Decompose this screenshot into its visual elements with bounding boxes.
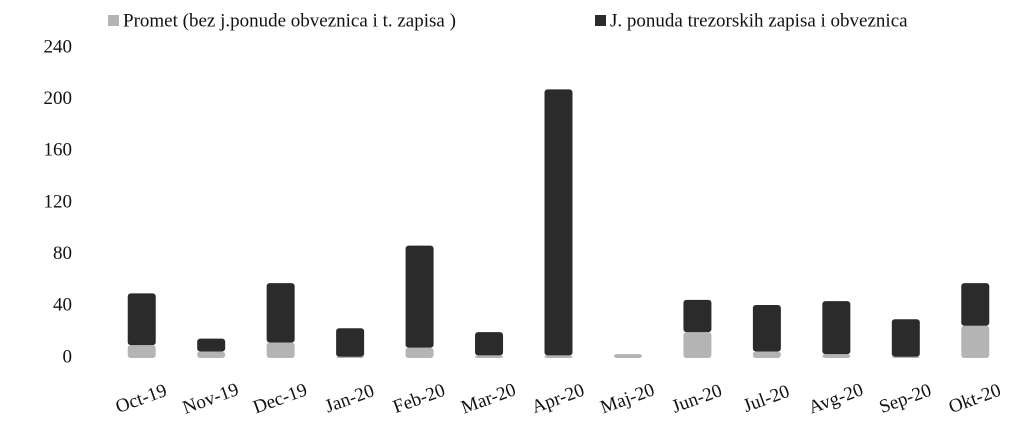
legend-swatch [108, 15, 119, 26]
bar-segment [544, 89, 573, 356]
bar-segment [613, 354, 642, 358]
bar-segment [822, 354, 851, 358]
bar-segment [961, 325, 990, 358]
bar-segment [891, 319, 920, 357]
y-tick-label: 0 [63, 346, 73, 367]
bar-segment [752, 305, 781, 352]
bar-segment [752, 351, 781, 358]
bar-segment [822, 301, 851, 355]
x-tick-label: Nov-19 [180, 379, 242, 419]
x-tick-label: Jun-20 [669, 380, 725, 417]
x-tick-label: Mar-20 [458, 379, 518, 418]
x-tick-label: Sep-20 [877, 380, 935, 418]
bar-segment [683, 299, 712, 333]
bar-segment [197, 338, 226, 352]
x-tick-label: Maj-20 [598, 379, 658, 418]
x-tick-label: Feb-20 [390, 380, 448, 418]
y-tick-label: 120 [44, 191, 73, 212]
bar-segment [475, 355, 504, 358]
bar-segment [336, 356, 365, 358]
bar-segment [197, 351, 226, 358]
bar-segment [891, 356, 920, 358]
bar-segment [475, 332, 504, 356]
x-tick-label: Okt-20 [946, 380, 1004, 418]
bar-segment [544, 355, 573, 358]
bar-segment [405, 347, 434, 358]
x-tick-label: Avg-20 [806, 379, 866, 418]
y-tick-label: 240 [44, 36, 73, 57]
x-tick-label: Jan-20 [322, 380, 377, 417]
bar-segment [127, 345, 156, 358]
y-tick-label: 40 [53, 295, 72, 316]
bar-segment [336, 328, 365, 357]
legend-swatch [595, 15, 606, 26]
y-tick-label: 80 [53, 243, 72, 264]
x-tick-label: Jul-20 [741, 381, 793, 417]
legend-label: Promet (bez j.ponude obveznica i t. zapi… [123, 10, 456, 31]
bar-segment [405, 245, 434, 348]
y-tick-label: 200 [44, 88, 73, 109]
bar-segment [961, 283, 990, 326]
x-tick-label: Dec-19 [250, 379, 310, 418]
x-tick-label: Apr-20 [529, 380, 587, 418]
bar-segment [266, 342, 295, 358]
bar-segment [266, 283, 295, 343]
bar-segment [683, 332, 712, 358]
y-tick-label: 160 [44, 140, 73, 161]
bar-segment [127, 293, 156, 346]
x-tick-label: Oct-19 [113, 380, 170, 418]
legend-label: J. ponuda trezorskih zapisa i obveznica [610, 10, 908, 31]
